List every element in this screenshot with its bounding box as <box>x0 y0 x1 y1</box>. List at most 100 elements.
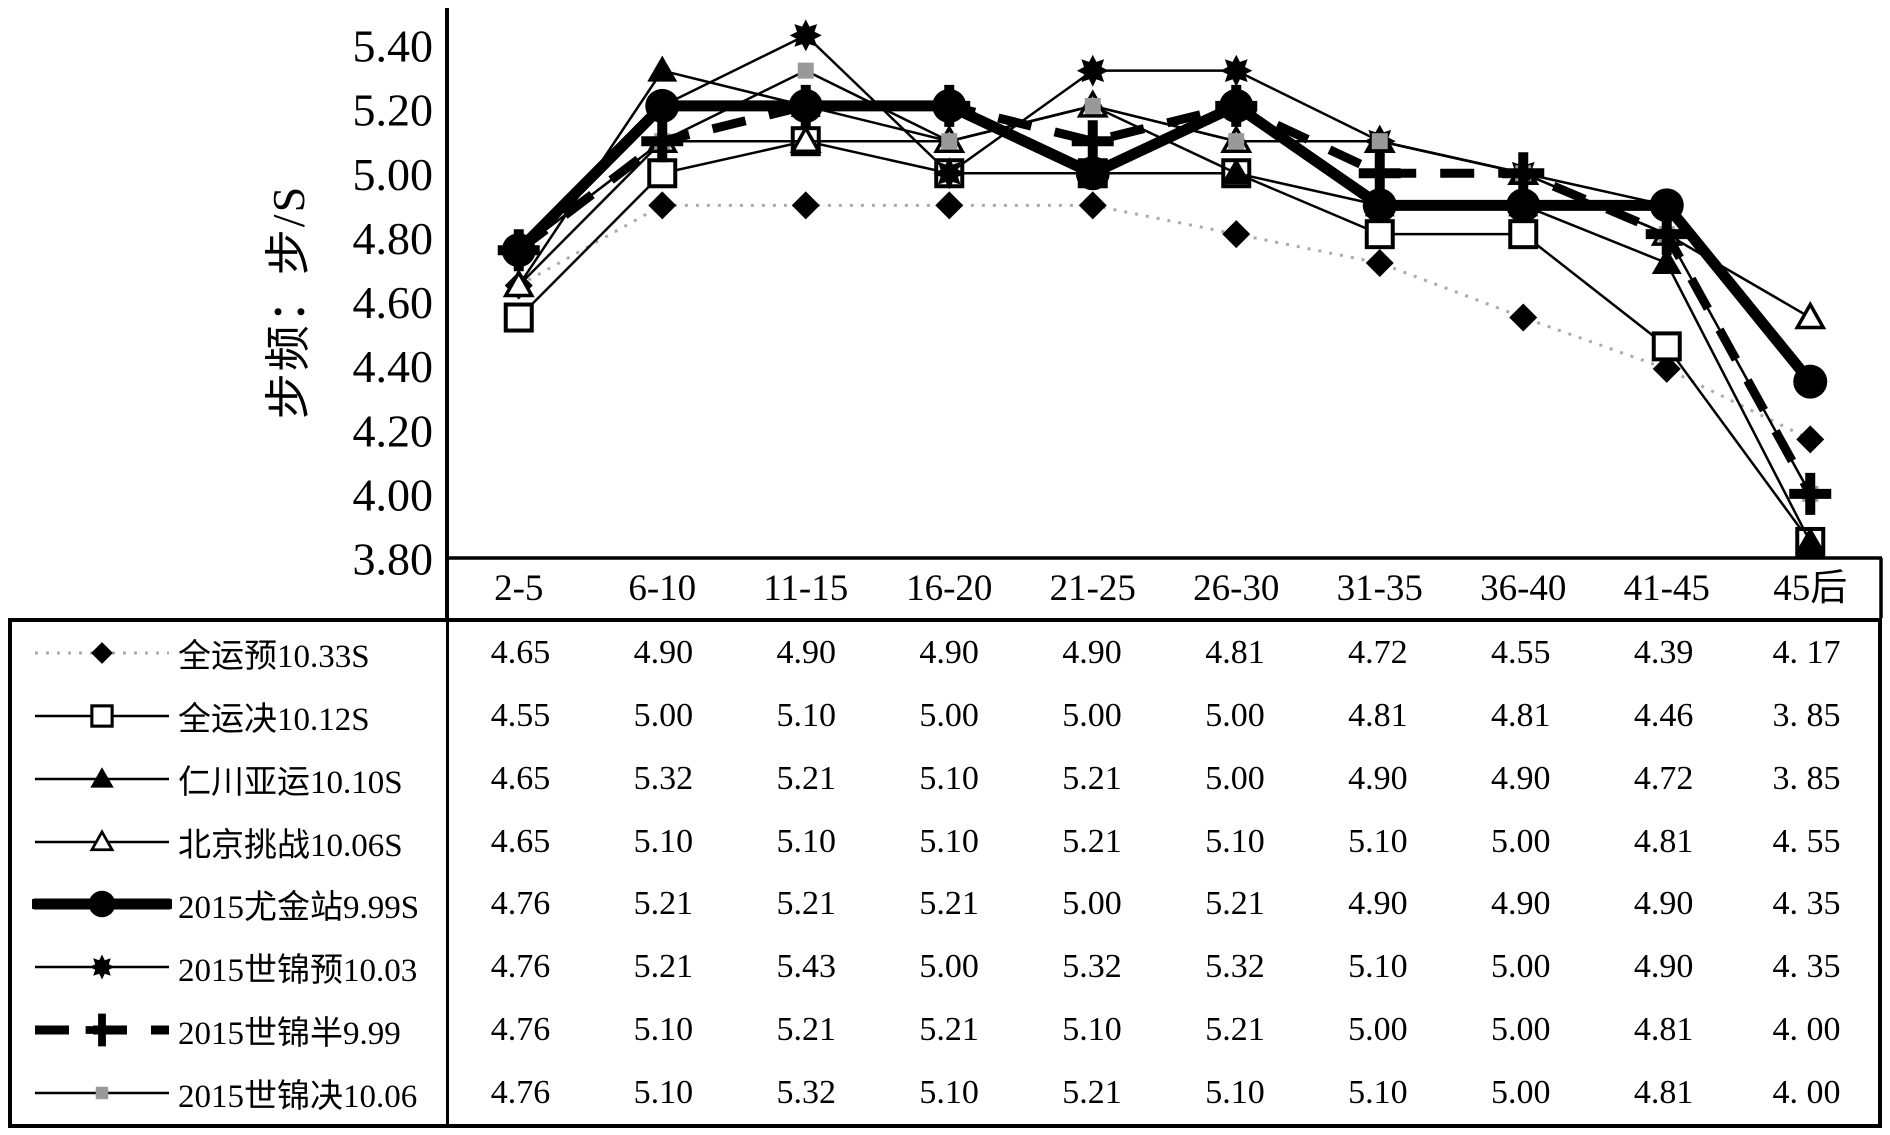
value-cell: 5.10 <box>776 822 836 860</box>
triangle-marker <box>1795 526 1826 553</box>
circle-marker <box>1649 188 1684 223</box>
value-cell: 4.90 <box>633 634 694 672</box>
value-cell: 5.00 <box>1062 885 1122 923</box>
legend-sample <box>35 1013 169 1047</box>
value-cell: 5.21 <box>1205 1010 1265 1048</box>
value-cell: 4.90 <box>1348 885 1408 923</box>
value-cell: 4.90 <box>919 634 979 672</box>
value-cell: 5.10 <box>633 1073 694 1111</box>
triangle-open-marker <box>502 268 535 298</box>
legend-item: 全运决10.12S <box>12 684 449 748</box>
y-tick-label: 4.40 <box>353 341 434 392</box>
plus-marker <box>928 84 971 127</box>
diamond-marker <box>1078 191 1107 220</box>
value-cell: 4.90 <box>1348 759 1408 797</box>
circle-marker <box>1506 188 1541 223</box>
x-category-label: 26-30 <box>1193 568 1279 609</box>
triangle-marker <box>1651 248 1682 275</box>
x-category-label: 11-15 <box>763 568 848 609</box>
triangle-open-marker <box>789 124 822 153</box>
value-cell: 4.81 <box>1633 1073 1694 1111</box>
legend-item: 全运预10.33S <box>12 622 449 685</box>
value-cell: 4. 55 <box>1772 822 1841 860</box>
y-tick-label: 5.20 <box>353 85 434 136</box>
x-category-label: 36-40 <box>1480 568 1566 609</box>
legend-sample <box>32 891 172 918</box>
legend-sample <box>35 767 169 788</box>
value-cell: 4.81 <box>1348 697 1408 735</box>
legend-label: 2015尤金站9.99S <box>178 890 420 927</box>
value-cell: 4. 17 <box>1772 634 1841 672</box>
plus-marker <box>1358 152 1401 195</box>
value-cell: 4.72 <box>1348 634 1408 672</box>
x-category-label: 31-35 <box>1337 568 1423 609</box>
gray-square-marker <box>797 62 814 79</box>
star-marker <box>933 157 966 190</box>
value-cell: 4.81 <box>1205 634 1265 672</box>
value-cell: 5.00 <box>919 697 979 735</box>
value-cell: 5.32 <box>1062 948 1122 986</box>
legend-label: 2015世锦半9.99 <box>178 1015 401 1052</box>
value-cell: 5.00 <box>633 697 694 735</box>
legend-label: 仁川亚运10.10S <box>178 764 403 801</box>
y-tick-label: 5.40 <box>353 21 434 72</box>
triangle-marker <box>647 55 678 82</box>
x-category-label: 41-45 <box>1624 568 1710 609</box>
value-cell: 3. 85 <box>1772 697 1841 735</box>
series-2 <box>503 126 1826 557</box>
series-8 <box>510 62 1819 502</box>
legend-item: 2015世锦半9.99 <box>12 998 449 1062</box>
y-tick-label: 4.60 <box>353 277 434 328</box>
value-cell: 5.00 <box>1490 948 1551 986</box>
value-cell: 4.90 <box>776 634 836 672</box>
square-open-marker <box>503 302 534 333</box>
value-cell: 4. 35 <box>1772 948 1841 986</box>
series-3 <box>503 55 1826 553</box>
legend-label: 2015世锦预10.03 <box>178 953 418 990</box>
x-category-label: 45后 <box>1773 568 1847 609</box>
value-cell: 5.10 <box>1348 1073 1408 1111</box>
value-cell: 4.90 <box>1633 948 1694 986</box>
value-cell: 4.81 <box>1633 1010 1694 1048</box>
series-line <box>516 101 1815 497</box>
legend-label: 2015世锦决10.06 <box>178 1078 418 1115</box>
value-cell: 5.10 <box>919 1073 979 1111</box>
value-cell: 4. 35 <box>1772 885 1841 923</box>
y-tick-label: 4.80 <box>353 213 434 264</box>
value-cell: 4.65 <box>490 822 551 860</box>
value-cell: 4.76 <box>490 948 551 986</box>
value-cell: 5.00 <box>1062 697 1122 735</box>
value-cell: 5.21 <box>776 885 836 923</box>
diamond-marker <box>1365 249 1394 278</box>
value-cell: 5.21 <box>776 1010 836 1048</box>
gray-square-marker <box>1228 133 1245 150</box>
value-cell: 5.21 <box>1062 1073 1122 1111</box>
series-1 <box>504 191 1825 454</box>
gray-square-marker <box>1084 97 1101 114</box>
plus-marker <box>1645 213 1688 256</box>
x-category-label: 6-10 <box>628 568 696 609</box>
diamond-marker <box>791 191 820 220</box>
value-cell: 5.00 <box>1490 822 1551 860</box>
value-cell: 4.65 <box>490 634 551 672</box>
value-cell: 5.10 <box>1205 1073 1265 1111</box>
y-tick-label: 4.20 <box>353 405 434 456</box>
value-cell: 5.10 <box>1348 948 1408 986</box>
value-cell: 5.32 <box>633 759 694 797</box>
legend-item: 2015世锦预10.03 <box>12 935 449 999</box>
value-cell: 4.55 <box>1490 634 1551 672</box>
value-cell: 5.21 <box>1062 759 1122 797</box>
value-cell: 5.10 <box>1348 822 1408 860</box>
value-cell: 5.10 <box>633 822 694 860</box>
gray-square-marker <box>95 1086 109 1099</box>
diamond-marker <box>1652 354 1681 383</box>
diamond-marker <box>648 191 677 220</box>
value-cell: 5.00 <box>1490 1010 1551 1048</box>
plus-marker <box>1789 472 1832 515</box>
legend-sample <box>35 704 169 728</box>
value-cell: 4.90 <box>1633 885 1694 923</box>
triangle-open-marker <box>1794 300 1827 330</box>
value-cell: 4.55 <box>490 697 551 735</box>
legend-sample <box>35 642 169 665</box>
value-cell: 4.81 <box>1633 822 1694 860</box>
